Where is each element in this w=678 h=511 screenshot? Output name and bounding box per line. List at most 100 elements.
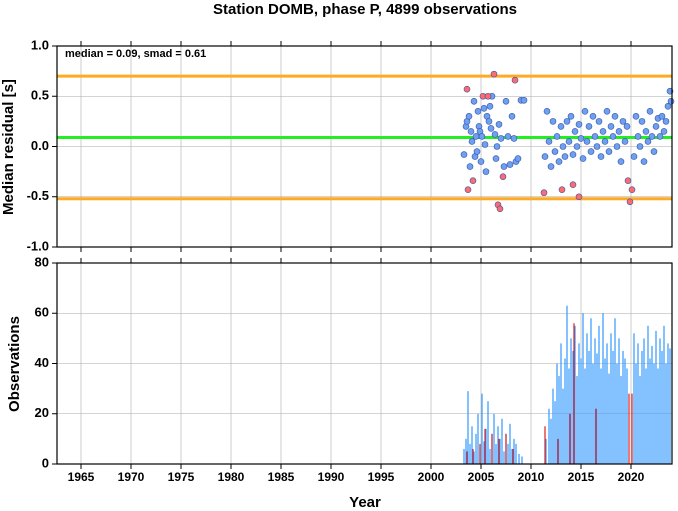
bar [620,376,622,464]
bar [497,426,499,464]
point [589,113,597,120]
point [470,97,478,105]
point [587,148,595,155]
point [638,118,646,125]
bar [511,448,513,464]
point [569,181,577,188]
point [597,153,605,160]
bar [624,358,626,464]
bar [485,428,487,464]
y-axis-label: Observations [6,316,23,412]
bar [602,313,604,464]
point [514,155,522,162]
bar [659,338,661,464]
y-tick-label: 60 [35,305,49,320]
point [520,96,528,104]
point [575,193,583,201]
bar [586,333,588,464]
y-tick-label: 0 [42,455,49,470]
point [577,135,585,142]
bar [475,433,477,464]
bar [633,333,635,464]
point [482,168,490,175]
point [465,113,473,120]
point [636,143,644,150]
y-tick-label: 1.0 [31,37,49,52]
point [583,138,591,145]
bar [604,358,606,464]
bar [467,391,469,464]
bar [557,438,559,464]
bar [463,448,465,464]
point [579,155,587,162]
bar [521,456,523,464]
bar [471,426,473,464]
x-tick-label: 1980 [218,470,245,484]
bar [566,305,568,464]
point [496,205,504,213]
point [624,177,632,184]
point [464,186,472,194]
bar [465,438,467,464]
point [567,113,575,120]
point [585,123,593,130]
bar [608,373,610,464]
x-axis-label: Year [349,494,381,511]
x-tick-label: 2020 [618,470,645,484]
point [603,108,611,115]
point [615,128,623,135]
point [628,186,636,194]
bar [469,443,471,464]
point [477,158,485,165]
point [662,118,670,125]
point [611,113,619,120]
bar [645,368,647,464]
bar [489,448,491,464]
point [493,143,501,150]
point [652,123,660,130]
bar [641,350,643,464]
point [553,133,561,140]
bar [545,438,547,464]
bar [582,313,584,464]
point [540,189,548,197]
bar [562,388,564,464]
bar [643,338,645,464]
point [463,85,471,93]
point [474,108,482,115]
x-tick-label: 1995 [368,470,395,484]
point [658,113,666,120]
point [555,158,563,165]
bar [612,350,614,464]
point [609,133,617,140]
chart-title: Station DOMB, phase P, 4899 observations [213,1,517,18]
bar [466,451,468,464]
point [491,131,499,138]
point [634,133,642,140]
y-tick-label: 40 [35,355,49,370]
bar [507,443,509,464]
x-tick-label: 1990 [318,470,345,484]
bar [477,413,479,464]
bar [498,438,500,464]
bar [484,428,486,464]
point [559,143,567,150]
bar [509,423,511,464]
bar [505,433,507,464]
point [656,133,664,140]
bar [610,333,612,464]
point [621,138,629,145]
bar [558,376,560,464]
point [601,138,609,145]
point [500,163,508,170]
point [648,133,656,140]
point [543,108,551,115]
point [480,105,488,112]
point [563,118,571,125]
point [605,148,613,155]
bar [667,343,669,464]
point [558,186,566,194]
point [499,173,507,180]
point [508,113,516,120]
bar [493,413,495,464]
